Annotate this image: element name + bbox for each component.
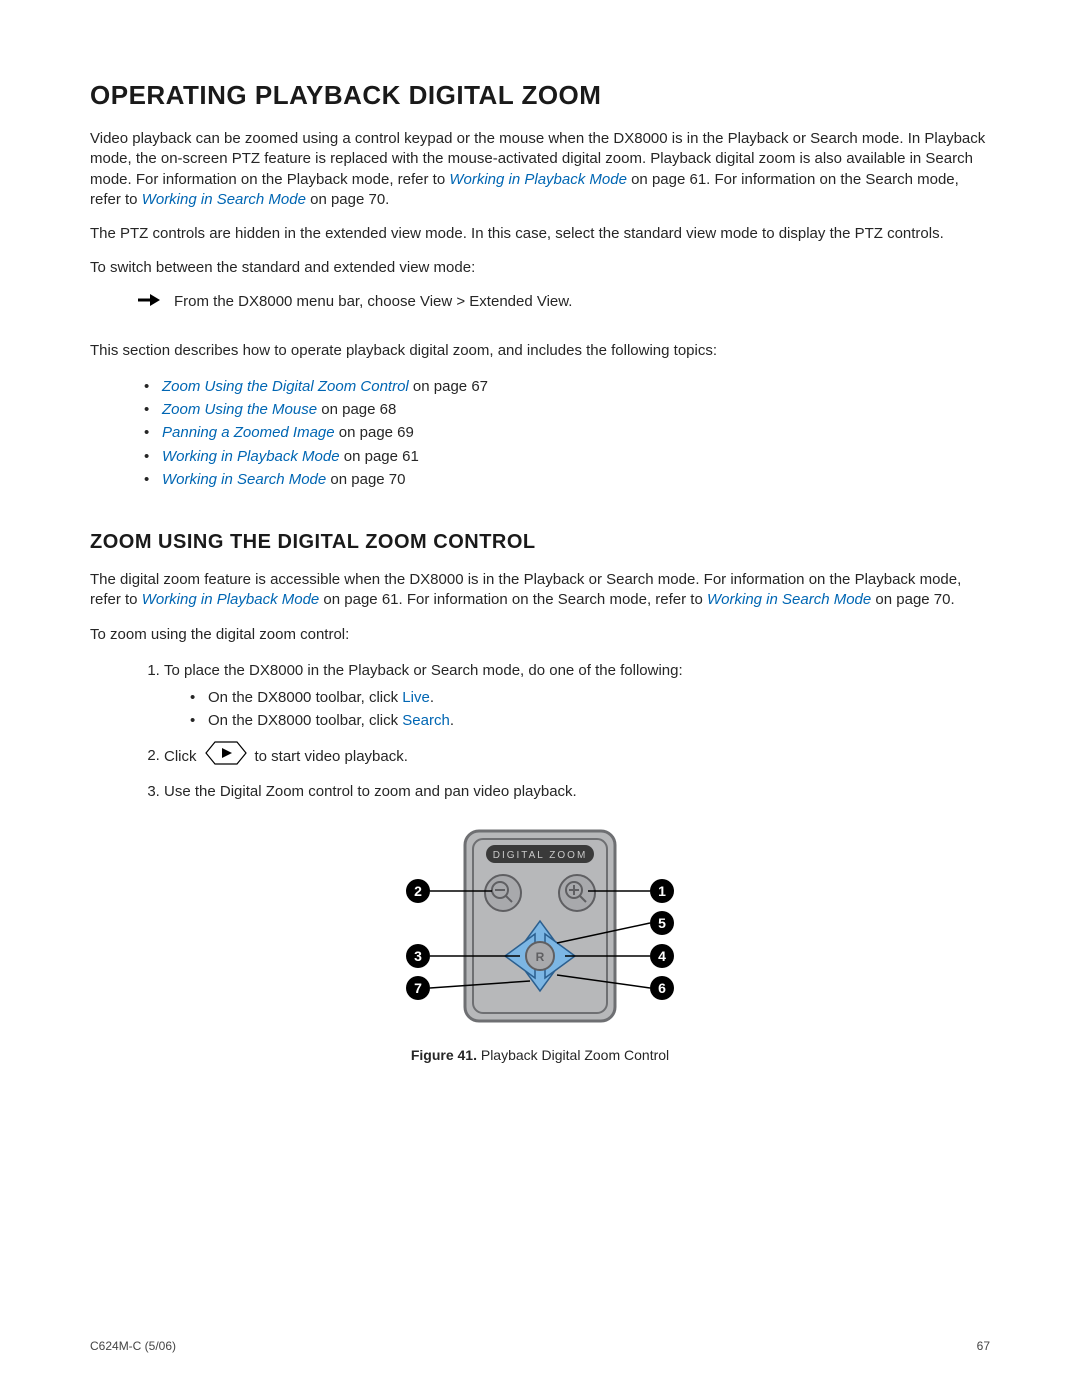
intro-paragraph-1: Video playback can be zoomed using a con… [90,129,990,210]
footer-page-number: 67 [977,1339,990,1353]
svg-text:5: 5 [658,915,666,931]
zoom-out-icon [485,875,521,911]
link-playback-mode[interactable]: Working in Playback Mode [142,591,320,608]
topics-list: Zoom Using the Digital Zoom Control on p… [138,375,990,491]
arrow-step-row: From the DX8000 menu bar, choose View > … [138,293,990,311]
digital-zoom-figure: DIGITAL ZOOM [360,823,720,1033]
list-item: Panning a Zoomed Image on page 69 [138,421,990,444]
digital-zoom-label: DIGITAL ZOOM [493,850,588,861]
list-item: Click to start video playback. [164,741,990,772]
text: Click [164,745,197,768]
text: on page 70 [326,471,405,488]
link-live[interactable]: Live [402,689,430,706]
section-heading: Zoom Using the Digital Zoom Control [90,531,990,554]
link-search-mode[interactable]: Working in Search Mode [707,591,871,608]
svg-text:6: 6 [658,980,666,996]
list-item: On the DX8000 toolbar, click Search. [186,709,990,732]
steps-list: To place the DX8000 in the Playback or S… [138,659,990,803]
page-title: Operating Playback Digital Zoom [90,80,990,111]
topics-intro: This section describes how to operate pl… [90,341,990,361]
list-item: Use the Digital Zoom control to zoom and… [164,780,990,803]
text: . [430,689,434,706]
callout-5: 5 [650,911,674,935]
page-footer: C624M-C (5/06) 67 [90,1339,990,1353]
text: on page 68 [317,401,396,418]
link-search[interactable]: Search [402,712,450,729]
callout-7: 7 [406,976,430,1000]
text: on page 61. For information on the Searc… [319,591,707,608]
svg-text:3: 3 [414,948,422,964]
list-item: Working in Playback Mode on page 61 [138,445,990,468]
callout-1: 1 [650,879,674,903]
text: to start video playback. [255,745,408,768]
text: On the DX8000 toolbar, click [208,712,402,729]
arrow-step-text: From the DX8000 menu bar, choose View > … [174,293,572,310]
figure: DIGITAL ZOOM [90,823,990,1063]
text: . [450,712,454,729]
caption-label: Figure 41. [411,1047,477,1063]
zoom-in-icon [559,875,595,911]
link-topic[interactable]: Panning a Zoomed Image [162,424,335,441]
arrow-icon [138,293,160,311]
callout-4: 4 [650,944,674,968]
link-topic[interactable]: Zoom Using the Mouse [162,401,317,418]
callout-6: 6 [650,976,674,1000]
sub-paragraph-1: The digital zoom feature is accessible w… [90,570,990,611]
text: On the DX8000 toolbar, click [208,689,402,706]
text: on page 67 [409,378,488,395]
list-item: Zoom Using the Digital Zoom Control on p… [138,375,990,398]
link-playback-mode[interactable]: Working in Playback Mode [449,171,627,188]
page: Operating Playback Digital Zoom Video pl… [0,0,1080,1397]
svg-text:2: 2 [414,883,422,899]
list-item: On the DX8000 toolbar, click Live. [186,686,990,709]
link-topic[interactable]: Zoom Using the Digital Zoom Control [162,378,409,395]
list-item: Working in Search Mode on page 70 [138,468,990,491]
text: To place the DX8000 in the Playback or S… [164,662,683,679]
link-topic[interactable]: Working in Playback Mode [162,448,340,465]
intro-paragraph-3: To switch between the standard and exten… [90,258,990,278]
footer-left: C624M-C (5/06) [90,1339,176,1353]
text: on page 70. [871,591,954,608]
text: on page 70. [306,191,389,208]
link-search-mode[interactable]: Working in Search Mode [142,191,306,208]
svg-text:R: R [536,950,545,964]
play-button-icon [205,741,247,772]
link-topic[interactable]: Working in Search Mode [162,471,326,488]
svg-text:4: 4 [658,948,666,964]
list-item: Zoom Using the Mouse on page 68 [138,398,990,421]
text: on page 69 [335,424,414,441]
list-item: To place the DX8000 in the Playback or S… [164,659,990,733]
caption-text: Playback Digital Zoom Control [477,1047,669,1063]
callout-3: 3 [406,944,430,968]
sub-paragraph-2: To zoom using the digital zoom control: [90,625,990,645]
svg-text:7: 7 [414,980,422,996]
callout-2: 2 [406,879,430,903]
intro-paragraph-2: The PTZ controls are hidden in the exten… [90,224,990,244]
sub-list: On the DX8000 toolbar, click Live. On th… [186,686,990,733]
figure-caption: Figure 41. Playback Digital Zoom Control [411,1047,669,1063]
text: on page 61 [340,448,419,465]
svg-text:1: 1 [658,883,666,899]
